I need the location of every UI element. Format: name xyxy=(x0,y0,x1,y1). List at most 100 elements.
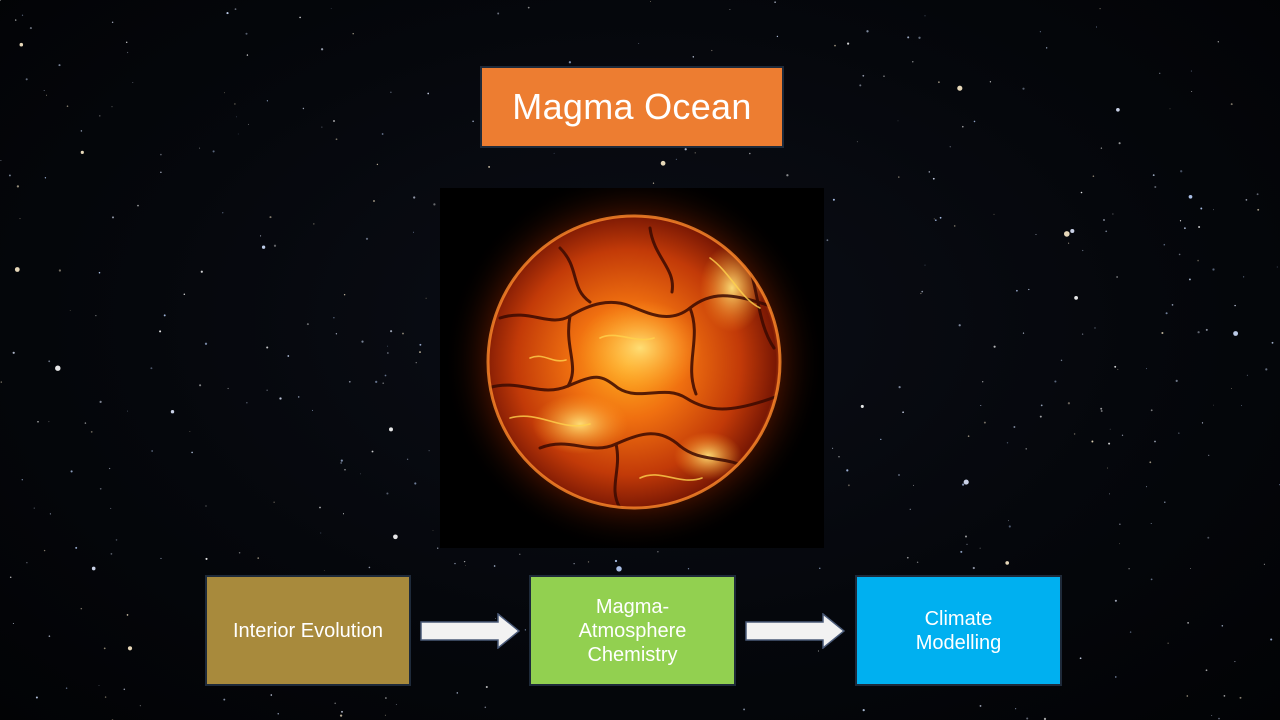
star xyxy=(711,49,713,52)
star xyxy=(25,78,28,81)
star xyxy=(972,566,975,570)
star xyxy=(1152,174,1155,177)
star xyxy=(1081,333,1084,335)
star xyxy=(1007,520,1010,522)
star xyxy=(321,126,323,128)
star xyxy=(614,559,618,563)
star xyxy=(98,684,100,686)
star xyxy=(786,174,789,177)
star xyxy=(245,32,248,35)
star xyxy=(390,330,393,333)
star xyxy=(270,694,273,696)
star xyxy=(432,530,434,531)
star xyxy=(859,84,862,87)
star xyxy=(519,553,521,555)
star xyxy=(21,479,23,481)
step-climate-modelling-line-1: Climate xyxy=(924,607,993,630)
star xyxy=(415,362,417,364)
star xyxy=(387,352,389,354)
star xyxy=(964,535,968,538)
planet-image xyxy=(440,188,824,548)
star xyxy=(183,293,186,296)
star xyxy=(883,75,885,77)
star xyxy=(463,560,466,563)
star xyxy=(1150,409,1153,412)
star xyxy=(1154,440,1156,443)
star xyxy=(269,216,272,219)
star xyxy=(847,42,850,45)
star xyxy=(1212,268,1215,271)
star xyxy=(199,147,201,149)
star xyxy=(123,688,126,691)
star xyxy=(159,330,162,333)
star xyxy=(333,317,335,319)
star xyxy=(111,216,115,219)
star xyxy=(1016,289,1018,292)
star xyxy=(1100,407,1103,410)
star xyxy=(342,513,345,515)
star xyxy=(110,553,113,555)
star xyxy=(774,1,776,3)
star xyxy=(1116,107,1120,112)
star xyxy=(70,470,73,473)
star xyxy=(55,365,61,371)
star xyxy=(361,340,364,343)
star xyxy=(749,152,751,155)
star xyxy=(80,150,84,154)
star xyxy=(1105,230,1108,233)
star xyxy=(497,12,500,15)
star xyxy=(454,562,456,565)
star xyxy=(1026,717,1029,720)
star xyxy=(35,696,38,699)
star xyxy=(1015,708,1017,710)
star xyxy=(12,622,14,625)
star xyxy=(1165,312,1168,315)
star xyxy=(1108,442,1111,445)
star xyxy=(108,467,111,470)
star xyxy=(838,456,840,458)
star xyxy=(340,462,342,464)
star xyxy=(1171,304,1174,306)
star xyxy=(111,106,113,108)
star xyxy=(91,566,96,571)
star xyxy=(1128,568,1130,570)
star xyxy=(906,556,909,559)
star xyxy=(924,264,926,266)
star xyxy=(43,89,45,92)
star xyxy=(75,546,78,549)
star xyxy=(1068,242,1070,244)
star xyxy=(297,396,300,398)
star xyxy=(1257,208,1260,211)
star xyxy=(1121,434,1124,436)
star xyxy=(880,438,882,441)
star xyxy=(913,484,914,486)
star xyxy=(428,450,430,452)
star xyxy=(973,120,976,123)
star xyxy=(921,290,924,293)
star xyxy=(1188,278,1191,281)
star xyxy=(433,203,436,206)
star xyxy=(260,235,262,237)
star xyxy=(817,650,819,652)
star xyxy=(320,532,322,534)
star xyxy=(862,708,865,712)
star xyxy=(1197,259,1199,262)
star xyxy=(1245,199,1248,201)
star xyxy=(856,141,858,143)
star xyxy=(1184,227,1186,230)
star xyxy=(43,549,46,552)
star xyxy=(961,483,965,486)
star xyxy=(84,422,87,424)
star xyxy=(273,501,275,503)
star xyxy=(224,92,225,94)
star xyxy=(953,225,956,227)
star xyxy=(0,0,1,1)
star xyxy=(419,343,422,346)
star xyxy=(1103,219,1105,221)
star xyxy=(934,219,937,222)
star xyxy=(1100,147,1103,149)
star xyxy=(261,245,266,249)
star xyxy=(1022,87,1025,90)
star xyxy=(1150,523,1152,525)
star xyxy=(69,310,71,311)
